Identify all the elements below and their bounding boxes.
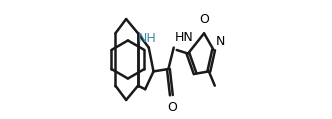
Text: N: N	[216, 35, 225, 48]
Text: O: O	[199, 13, 209, 26]
Text: HN: HN	[174, 31, 193, 44]
Text: O: O	[167, 101, 177, 114]
Text: NH: NH	[138, 32, 157, 45]
